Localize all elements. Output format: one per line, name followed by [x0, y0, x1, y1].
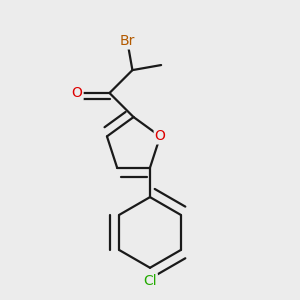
- Text: O: O: [72, 86, 83, 100]
- Text: O: O: [155, 129, 166, 143]
- Text: Cl: Cl: [143, 274, 157, 288]
- Text: Br: Br: [120, 34, 135, 48]
